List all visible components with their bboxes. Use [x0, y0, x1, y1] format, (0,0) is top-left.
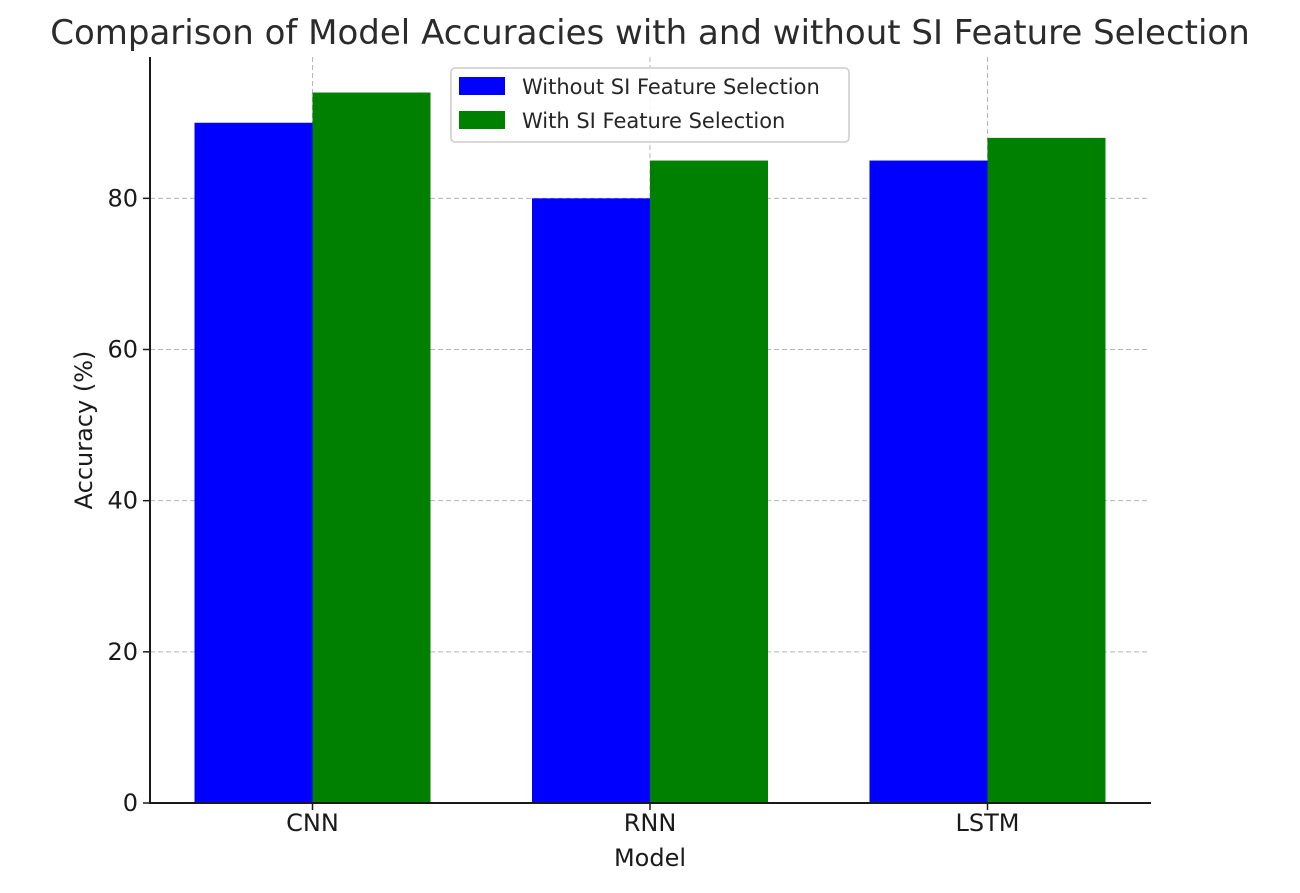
x-tick-label: CNN [286, 809, 339, 837]
bar-with-si-rnn [650, 160, 768, 804]
tick-labels: 0 20 40 60 80 CNN RNN LSTM [107, 184, 1019, 837]
bar-with-si-cnn [312, 92, 431, 804]
chart-title: Comparison of Model Accuracies with and … [50, 13, 1250, 53]
x-tick-label: LSTM [956, 809, 1020, 837]
bar-with-si-lstm [987, 137, 1106, 803]
bar-without-si-rnn [532, 198, 650, 803]
bar-without-si-cnn [194, 122, 313, 803]
legend: Without SI Feature Selection With SI Feat… [450, 67, 850, 143]
bars [194, 92, 1106, 804]
x-tick-label: RNN [624, 809, 677, 837]
legend-label: With SI Feature Selection [522, 109, 785, 133]
legend-swatch [459, 111, 505, 129]
legend-swatch [459, 77, 505, 95]
x-axis-label: Model [614, 844, 686, 872]
bar-without-si-lstm [869, 160, 988, 804]
y-tick-label: 40 [107, 487, 138, 515]
y-axis-label: Accuracy (%) [70, 351, 98, 510]
y-tick-label: 20 [107, 638, 138, 666]
legend-label: Without SI Feature Selection [522, 75, 820, 99]
legend-box [450, 67, 850, 143]
y-tick-label: 0 [123, 789, 138, 817]
y-tick-label: 60 [107, 336, 138, 364]
y-tick-label: 80 [107, 184, 138, 212]
